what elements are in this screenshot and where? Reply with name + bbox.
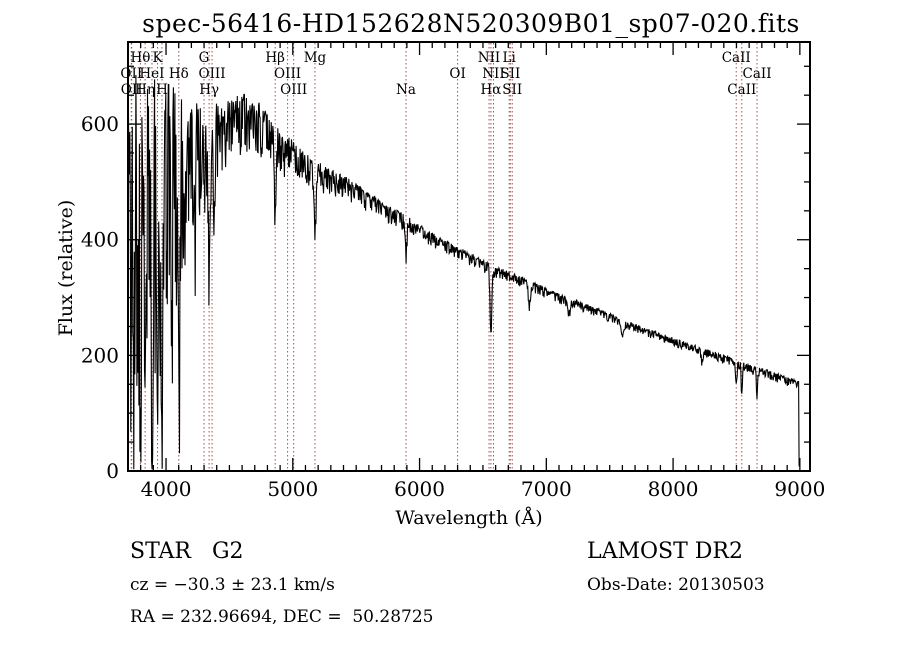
- y-tick-label: 0: [106, 459, 119, 483]
- spectral-line-label: SII: [500, 66, 520, 82]
- spectral-line-label: CaII: [722, 50, 751, 66]
- spectral-line-label: Hγ: [199, 82, 219, 98]
- x-tick-label: 4000: [141, 477, 192, 501]
- plot-border: [127, 41, 811, 472]
- plot-frame: [127, 41, 811, 472]
- y-tick-label: 400: [81, 228, 119, 252]
- spectral-line-label: Na: [396, 82, 416, 98]
- spectral-line-label: Hθ: [130, 50, 150, 66]
- spectral-line-label: Li: [503, 50, 517, 66]
- spectral-line-label: OII: [121, 82, 143, 98]
- spectral-line-label: HeI: [139, 66, 164, 82]
- y-axis-label: Flux (relative): [55, 200, 77, 337]
- spectral-line-label: CaII: [742, 66, 771, 82]
- spectral-line-labels: OIIOIIHθHηHeIKHHδGHγOIIIHβOIIIOIIIMgNaOI…: [120, 50, 771, 98]
- axis-ticks: [128, 42, 810, 471]
- x-tick-label: 7000: [521, 477, 572, 501]
- x-tick-label: 5000: [267, 477, 318, 501]
- spectral-line-label: Hδ: [169, 66, 189, 82]
- spectral-line-label: SII: [502, 82, 522, 98]
- spectral-line-label: Mg: [304, 50, 327, 66]
- ra-dec-value: RA = 232.96694, DEC = 50.28725: [130, 607, 434, 627]
- spectral-line-label: NII: [478, 50, 500, 66]
- x-tick-label: 9000: [774, 477, 825, 501]
- y-tick-label: 600: [81, 112, 119, 136]
- object-class-label: STAR G2: [130, 539, 244, 564]
- cz-velocity-value: cz = −30.3 ± 23.1 km/s: [130, 575, 335, 595]
- spectral-line-label: CaII: [727, 82, 756, 98]
- plot-title: spec-56416-HD152628N520309B01_sp07-020.f…: [142, 9, 800, 38]
- x-tick-label: 6000: [394, 477, 445, 501]
- spectral-line-label: OIII: [199, 66, 226, 82]
- spectral-line-label: Hα: [480, 82, 501, 98]
- y-tick-label: 200: [81, 343, 119, 367]
- survey-release-label: LAMOST DR2: [587, 539, 743, 564]
- spectral-line-label: Hβ: [265, 50, 285, 66]
- spectral-line-label: OI: [449, 66, 465, 82]
- x-tick-label: 8000: [648, 477, 699, 501]
- obs-date-value: Obs-Date: 20130503: [587, 575, 765, 595]
- spectral-line-label: G: [199, 50, 210, 66]
- spectral-line-label: OII: [120, 66, 142, 82]
- spectral-line-label: OIII: [280, 82, 307, 98]
- spectral-line-label: Hη: [135, 82, 155, 98]
- axis-tick-labels: 4000 5000 6000 7000 8000 9000 0 200 400 600: [81, 112, 825, 501]
- spectral-line-label: OIII: [274, 66, 301, 82]
- spectrum-trace: [128, 74, 800, 470]
- spectrum-flux-line: [128, 74, 800, 470]
- spectral-line-label: H: [156, 82, 168, 98]
- x-axis-label: Wavelength (Å): [395, 507, 542, 529]
- spectral-line-label: NII: [482, 66, 504, 82]
- spectral-line-markers: [130, 43, 758, 470]
- spectral-line-label: K: [152, 50, 163, 66]
